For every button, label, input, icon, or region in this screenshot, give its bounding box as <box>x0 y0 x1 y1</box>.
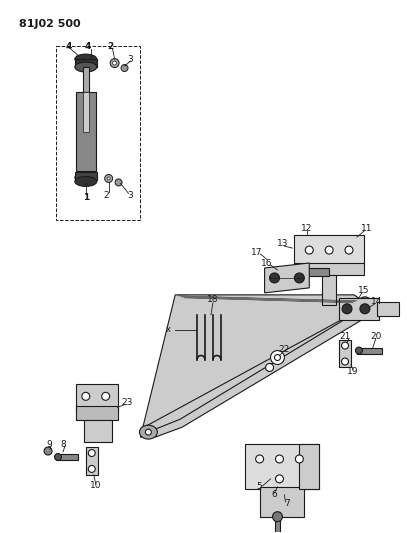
Ellipse shape <box>115 179 122 186</box>
Ellipse shape <box>291 268 298 276</box>
Bar <box>339 340 351 367</box>
Ellipse shape <box>113 61 116 65</box>
Bar <box>294 263 364 275</box>
Text: 15: 15 <box>358 286 370 295</box>
Bar <box>260 487 304 516</box>
Text: 9: 9 <box>46 440 52 449</box>
Bar <box>377 302 399 316</box>
Ellipse shape <box>88 465 95 472</box>
Circle shape <box>276 455 283 463</box>
Text: 3: 3 <box>128 54 133 63</box>
Text: 6: 6 <box>271 490 278 499</box>
Bar <box>245 444 319 489</box>
Ellipse shape <box>269 273 280 283</box>
Text: 81J02 500: 81J02 500 <box>19 19 81 29</box>
Ellipse shape <box>145 429 151 435</box>
Circle shape <box>82 392 90 400</box>
Polygon shape <box>140 295 374 437</box>
Circle shape <box>305 246 313 254</box>
Text: 8: 8 <box>60 440 66 449</box>
Text: 20: 20 <box>370 332 381 341</box>
Text: 12: 12 <box>301 224 312 233</box>
Ellipse shape <box>55 454 61 461</box>
Text: 10: 10 <box>90 481 101 490</box>
Text: 7: 7 <box>284 499 290 508</box>
Text: 5: 5 <box>257 482 263 491</box>
Circle shape <box>325 246 333 254</box>
Bar <box>299 444 319 489</box>
Text: 3: 3 <box>128 191 133 200</box>
Bar <box>76 92 96 172</box>
Circle shape <box>276 475 283 483</box>
Ellipse shape <box>358 297 372 311</box>
Polygon shape <box>265 263 309 293</box>
Circle shape <box>266 364 274 372</box>
Text: 2: 2 <box>103 191 109 200</box>
Bar <box>83 92 89 132</box>
Text: 1: 1 <box>83 193 89 202</box>
Text: 19: 19 <box>347 367 359 376</box>
Ellipse shape <box>341 342 348 349</box>
Ellipse shape <box>75 62 97 72</box>
Ellipse shape <box>121 64 128 71</box>
Circle shape <box>44 447 52 455</box>
Circle shape <box>274 354 280 360</box>
Circle shape <box>345 246 353 254</box>
Ellipse shape <box>88 449 95 456</box>
Bar <box>294 235 364 265</box>
Bar <box>84 420 112 442</box>
Bar <box>75 173 97 181</box>
Ellipse shape <box>75 176 97 187</box>
Ellipse shape <box>107 177 110 180</box>
Text: 23: 23 <box>122 398 133 407</box>
Ellipse shape <box>140 425 158 439</box>
Text: 22: 22 <box>279 345 290 354</box>
Bar <box>83 67 89 92</box>
Bar <box>274 516 280 533</box>
Ellipse shape <box>342 304 352 314</box>
Circle shape <box>273 512 282 522</box>
Text: 11: 11 <box>361 224 373 233</box>
Circle shape <box>271 351 284 365</box>
Text: 13: 13 <box>277 239 288 248</box>
Bar <box>86 447 98 475</box>
Text: 2: 2 <box>107 42 114 51</box>
Text: 17: 17 <box>251 247 263 256</box>
Circle shape <box>256 455 264 463</box>
Bar <box>76 384 118 412</box>
Ellipse shape <box>294 273 304 283</box>
Text: 14: 14 <box>371 297 383 306</box>
Circle shape <box>102 392 109 400</box>
Ellipse shape <box>110 59 119 68</box>
Bar <box>357 348 382 353</box>
Bar <box>56 46 140 220</box>
Bar <box>76 406 118 420</box>
Ellipse shape <box>360 304 370 314</box>
Bar <box>339 298 379 320</box>
Ellipse shape <box>105 174 113 182</box>
Ellipse shape <box>75 54 97 64</box>
Text: 4: 4 <box>85 42 91 51</box>
Bar <box>56 454 78 460</box>
Ellipse shape <box>355 347 362 354</box>
Text: 16: 16 <box>261 259 272 268</box>
Text: 18: 18 <box>207 295 219 304</box>
Bar <box>75 59 97 67</box>
Text: 21: 21 <box>339 332 351 341</box>
Ellipse shape <box>341 358 348 365</box>
Text: 4: 4 <box>66 42 72 51</box>
Bar <box>294 268 329 276</box>
Ellipse shape <box>75 173 97 182</box>
Ellipse shape <box>362 301 368 306</box>
Circle shape <box>295 455 303 463</box>
Bar <box>322 275 336 305</box>
Text: x: x <box>166 325 171 334</box>
